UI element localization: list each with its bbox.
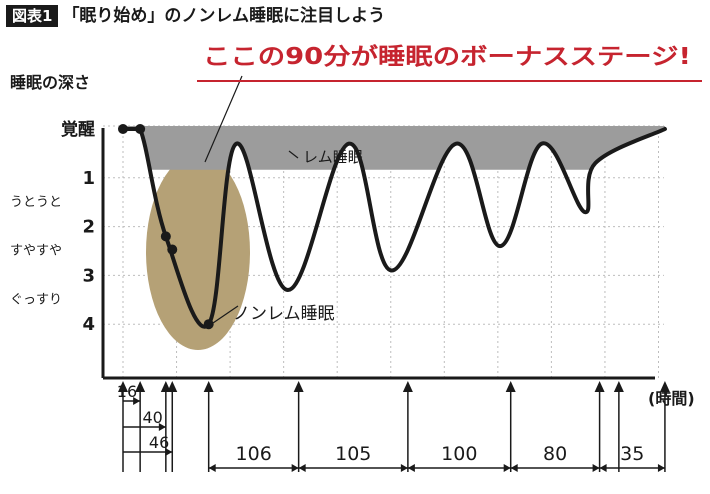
cycle-label: 105: [335, 443, 371, 465]
y-description-label: ぐっすり: [10, 292, 62, 307]
figure-title: 「眠り始め」のノンレム睡眠に注目しよう: [62, 6, 386, 26]
tick-arrow-head: [203, 381, 214, 392]
figure-tag: 図表1: [6, 5, 59, 27]
data-point: [203, 319, 214, 330]
y-axis-title: 睡眠の深さ: [10, 73, 90, 92]
data-point: [167, 244, 178, 255]
headline-pointer: [204, 75, 243, 163]
cycle-span-arrow: [657, 464, 665, 472]
data-point: [118, 124, 128, 134]
cycle-span-arrow: [407, 464, 415, 472]
headline-text: ここの90分が睡眠のボーナスステージ!: [203, 43, 691, 70]
cycle-label: 106: [236, 443, 272, 465]
y-tick-label: 4: [82, 314, 95, 335]
y-description-label: うとうと: [10, 195, 62, 210]
rem-area: [123, 126, 665, 170]
cycle-span-arrow: [592, 464, 600, 472]
cycle-separator-arrow: [659, 381, 670, 392]
cycle-span-arrow: [208, 464, 216, 472]
cycle-span-arrow: [503, 464, 511, 472]
cycle-separator-arrow: [505, 381, 516, 392]
nonrem-sleep-label: ノンレム睡眠: [233, 304, 335, 324]
cycle-label: 100: [441, 443, 477, 465]
tick-arrow-head: [118, 381, 128, 392]
interval-label: 16: [117, 382, 137, 401]
x-axis-unit-label: (時間): [648, 389, 695, 408]
interval-brackets: 16 40 46: [117, 381, 214, 472]
y-tick-label: 2: [82, 217, 95, 238]
interval-arrow: [165, 448, 173, 456]
cycle-separator-arrow: [402, 381, 413, 392]
annotations: [204, 75, 299, 324]
data-point: [160, 231, 171, 242]
cycle-separator-arrow: [613, 381, 624, 392]
cycle-label: 80: [543, 443, 567, 465]
tick-arrow-head: [135, 381, 146, 392]
axes: [101, 128, 655, 380]
cycle-separator-arrow: [594, 381, 605, 392]
cycle-span-arrow: [400, 464, 408, 472]
interval-label: 40: [142, 408, 162, 427]
tick-arrow-head: [167, 381, 178, 392]
y-description-label: すやすや: [10, 244, 62, 259]
cycle-span-arrow: [599, 464, 607, 472]
rem-sleep-areas: [123, 126, 665, 170]
nonrem-pointer: [212, 305, 239, 324]
interval-arrow: [158, 423, 166, 431]
cycle-span-arrow: [298, 464, 306, 472]
interval-arrow: [133, 397, 141, 405]
data-point: [135, 124, 146, 134]
cycle-label: 35: [620, 443, 644, 465]
cycle-durations: 106 105 100 80 35: [208, 381, 670, 472]
rem-sleep-label: レム睡眠: [303, 148, 363, 166]
y-tick-label: 1: [82, 168, 95, 189]
cycle-separator-arrow: [293, 381, 304, 392]
rem-pointer: [288, 150, 299, 159]
key-points: [118, 124, 214, 330]
y-tick-label: 覚醒: [61, 119, 95, 140]
tick-arrow-head: [160, 381, 171, 392]
cycle-span-arrow: [291, 464, 299, 472]
interval-label: 46: [149, 433, 169, 452]
cycle-span-arrow: [510, 464, 518, 472]
figure-header: 図表1 「眠り始め」のノンレム睡眠に注目しよう: [6, 4, 385, 28]
y-tick-label: 3: [82, 265, 95, 286]
